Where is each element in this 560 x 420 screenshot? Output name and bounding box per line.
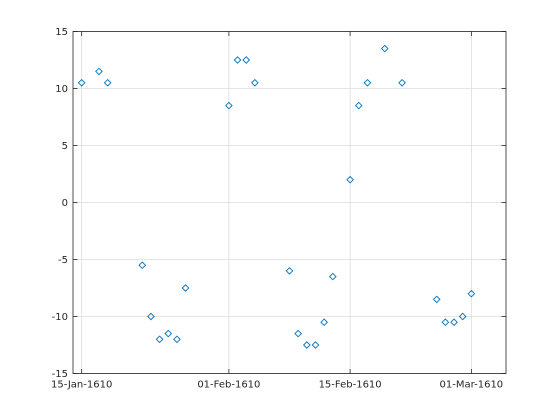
data-point <box>380 44 389 53</box>
y-tick-label: -5 <box>58 255 68 266</box>
data-point <box>441 318 450 327</box>
data-point <box>302 341 311 349</box>
x-tick-label: 15-Jan-1610 <box>51 380 112 391</box>
data-point <box>155 335 164 344</box>
x-tick-label: 15-Feb-1610 <box>319 380 382 391</box>
y-tick-label: -10 <box>52 312 68 323</box>
y-tick-label: 10 <box>55 84 68 95</box>
data-points <box>77 44 476 349</box>
data-point <box>346 175 354 184</box>
data-point <box>138 261 147 270</box>
axis-ticks <box>73 31 506 374</box>
y-tick-label: 5 <box>62 141 68 152</box>
data-point <box>181 284 190 292</box>
data-point <box>458 312 467 321</box>
data-point <box>320 318 328 327</box>
data-point <box>95 67 103 76</box>
data-point <box>328 272 337 281</box>
data-point <box>363 78 372 87</box>
y-tick-label: 0 <box>62 198 68 209</box>
data-point <box>173 335 181 344</box>
data-point <box>467 289 476 298</box>
data-point <box>251 78 259 87</box>
data-point <box>311 341 320 349</box>
data-point <box>294 329 302 338</box>
x-tick-label: 01-Mar-1610 <box>440 380 504 391</box>
data-point <box>398 78 406 87</box>
data-point <box>77 78 86 87</box>
y-tick-label: -15 <box>52 369 68 380</box>
data-point <box>354 101 363 110</box>
data-point <box>225 101 233 110</box>
x-tick-label: 01-Feb-1610 <box>197 380 260 391</box>
data-point <box>242 56 251 64</box>
data-point <box>103 78 112 87</box>
data-point <box>432 295 441 304</box>
data-point <box>233 56 242 64</box>
y-tick-label: 15 <box>55 27 68 38</box>
data-point <box>450 318 458 327</box>
data-point <box>147 312 155 321</box>
data-point <box>164 329 173 338</box>
data-point <box>285 267 294 275</box>
